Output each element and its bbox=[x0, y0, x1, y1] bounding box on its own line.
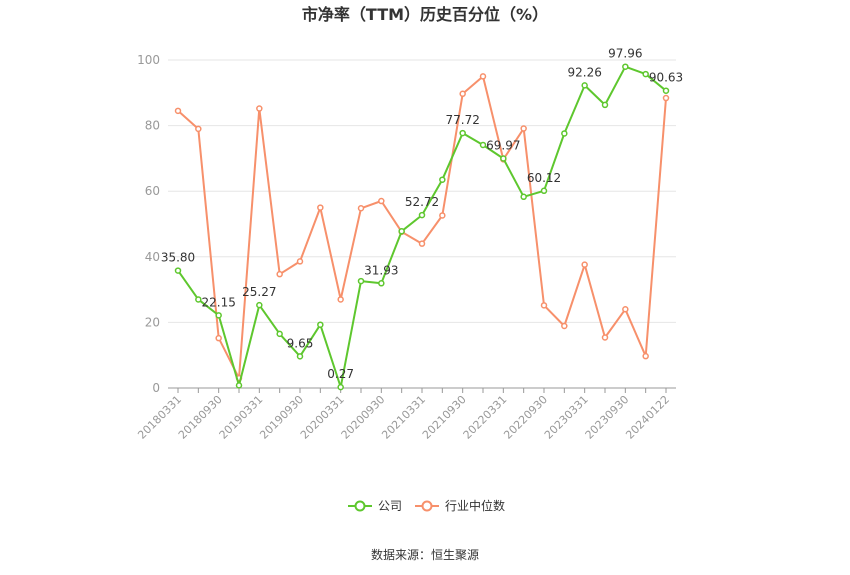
data-point bbox=[520, 193, 527, 201]
data-point bbox=[317, 204, 324, 211]
data-point bbox=[398, 227, 405, 235]
data-point bbox=[418, 211, 426, 219]
data-label: 9.65 bbox=[287, 336, 314, 350]
data-point bbox=[195, 125, 202, 133]
data-point bbox=[215, 334, 222, 342]
data-point bbox=[256, 105, 263, 112]
data-point bbox=[601, 101, 609, 109]
data-point bbox=[235, 382, 243, 389]
data-point bbox=[479, 141, 487, 149]
data-point bbox=[174, 267, 182, 274]
data-point bbox=[561, 130, 568, 137]
data-point bbox=[601, 334, 609, 341]
data-point bbox=[459, 90, 466, 98]
data-point bbox=[459, 129, 466, 137]
data-point bbox=[581, 261, 588, 268]
axis-layer: 0204060801002018033120180930201903312019… bbox=[135, 53, 676, 442]
legend-label: 公司 bbox=[378, 499, 402, 513]
data-point bbox=[520, 125, 527, 132]
data-point bbox=[378, 197, 385, 205]
data-point bbox=[622, 306, 629, 313]
data-point bbox=[215, 312, 222, 319]
data-point bbox=[337, 296, 344, 303]
data-label: 77.72 bbox=[445, 113, 479, 127]
data-point bbox=[662, 94, 670, 102]
data-point bbox=[418, 240, 426, 247]
data-label: 0.27 bbox=[327, 367, 354, 381]
y-tick-label: 100 bbox=[137, 53, 160, 67]
data-label: 60.12 bbox=[527, 171, 561, 185]
legend-label: 行业中位数 bbox=[445, 498, 505, 513]
data-label: 97.96 bbox=[608, 47, 642, 61]
y-tick-label: 20 bbox=[145, 315, 160, 329]
y-tick-label: 80 bbox=[145, 119, 160, 133]
series-line-1 bbox=[177, 75, 667, 380]
data-point bbox=[642, 70, 649, 78]
label-layer: 35.80 22.15 25.27 9.65 0.27 31.93 52.72 77.72 69… bbox=[161, 47, 683, 381]
legend[interactable]: 公司 行业中位数 bbox=[348, 498, 505, 513]
data-point bbox=[296, 258, 304, 265]
data-point bbox=[662, 87, 670, 94]
data-point bbox=[642, 352, 649, 360]
data-label: 69.97 bbox=[486, 138, 520, 152]
data-point bbox=[439, 212, 446, 219]
data-point bbox=[479, 73, 487, 80]
series-layer bbox=[174, 63, 670, 391]
legend-item-0[interactable]: 公司 bbox=[348, 499, 402, 513]
data-point bbox=[581, 82, 588, 89]
data-label: 35.80 bbox=[161, 251, 195, 265]
data-point bbox=[540, 187, 548, 195]
legend-swatch-marker bbox=[421, 500, 433, 512]
data-point bbox=[337, 383, 344, 391]
legend-swatch-marker bbox=[354, 500, 366, 512]
data-point bbox=[296, 353, 304, 360]
data-label: 52.72 bbox=[405, 195, 439, 209]
y-tick-label: 60 bbox=[145, 184, 160, 198]
data-point bbox=[317, 321, 324, 328]
data-label: 92.26 bbox=[567, 65, 601, 79]
y-tick-label: 40 bbox=[145, 250, 160, 264]
legend-item-1[interactable]: 行业中位数 bbox=[415, 498, 505, 513]
data-label: 31.93 bbox=[364, 263, 398, 277]
data-point bbox=[378, 280, 385, 287]
x-tick-label: 20240122 bbox=[623, 393, 672, 442]
data-point bbox=[500, 155, 507, 162]
data-point bbox=[561, 322, 568, 330]
data-point bbox=[540, 302, 548, 309]
data-point bbox=[174, 107, 182, 115]
data-point bbox=[276, 330, 283, 338]
data-label: 25.27 bbox=[242, 285, 276, 299]
data-point bbox=[195, 296, 202, 303]
chart-title: 市净率（TTM）历史百分位（%） bbox=[302, 5, 548, 24]
data-point bbox=[276, 270, 283, 278]
data-label: 22.15 bbox=[201, 295, 235, 309]
source-text: 数据来源：恒生聚源 bbox=[371, 547, 479, 562]
data-point bbox=[256, 301, 263, 309]
data-point bbox=[439, 176, 446, 183]
data-point bbox=[357, 277, 365, 285]
data-point bbox=[357, 205, 365, 212]
y-tick-label: 0 bbox=[152, 381, 160, 395]
data-label: 90.63 bbox=[649, 71, 683, 85]
data-point bbox=[622, 63, 629, 70]
